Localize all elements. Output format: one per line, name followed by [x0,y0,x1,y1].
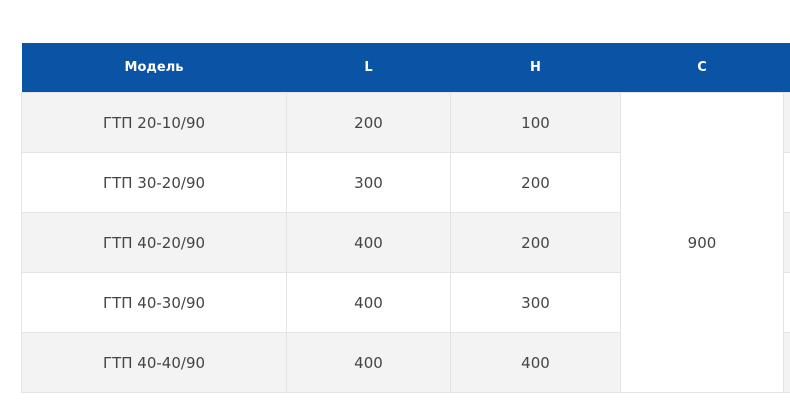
cell-h: 100 [450,92,621,153]
cell-extra [783,92,790,153]
cell-model: ГТП 40-30/90 [21,272,287,333]
cell-model: ГТП 20-10/90 [21,92,287,153]
cell-l: 200 [286,92,451,153]
header-model: Модель [21,43,287,93]
table-body: ГТП 20-10/90 200 100 900 ГТП 30-20/90 30… [21,92,790,393]
cell-h: 200 [450,152,621,213]
cell-model: ГТП 30-20/90 [21,152,287,213]
table-row: ГТП 30-20/90 300 200 [21,152,790,213]
product-table-container: Модель L H C ГТП 20-10/90 200 100 900 ГТ… [21,43,790,393]
cell-model: ГТП 40-20/90 [21,212,287,273]
cell-extra [783,272,790,333]
table-row: ГТП 40-20/90 400 200 [21,212,790,273]
cell-model: ГТП 40-40/90 [21,332,287,393]
table-header: Модель L H C [21,43,790,93]
table-row: ГТП 40-40/90 400 400 [21,332,790,393]
table-row: ГТП 40-30/90 400 300 [21,272,790,333]
header-l: L [286,43,451,93]
cell-h: 400 [450,332,621,393]
cell-c-merged: 900 [620,92,784,393]
cell-h: 300 [450,272,621,333]
cell-extra [783,152,790,213]
table-row: ГТП 20-10/90 200 100 900 [21,92,790,393]
product-spec-table: Модель L H C ГТП 20-10/90 200 100 900 ГТ… [21,43,790,393]
header-extra [783,43,790,93]
cell-l: 400 [286,272,451,333]
header-h: H [450,43,621,93]
cell-l: 400 [286,212,451,273]
cell-extra [783,332,790,393]
cell-l: 300 [286,152,451,213]
cell-l: 400 [286,332,451,393]
header-c: C [620,43,784,93]
cell-extra [783,212,790,273]
cell-h: 200 [450,212,621,273]
header-row: Модель L H C [21,43,790,93]
